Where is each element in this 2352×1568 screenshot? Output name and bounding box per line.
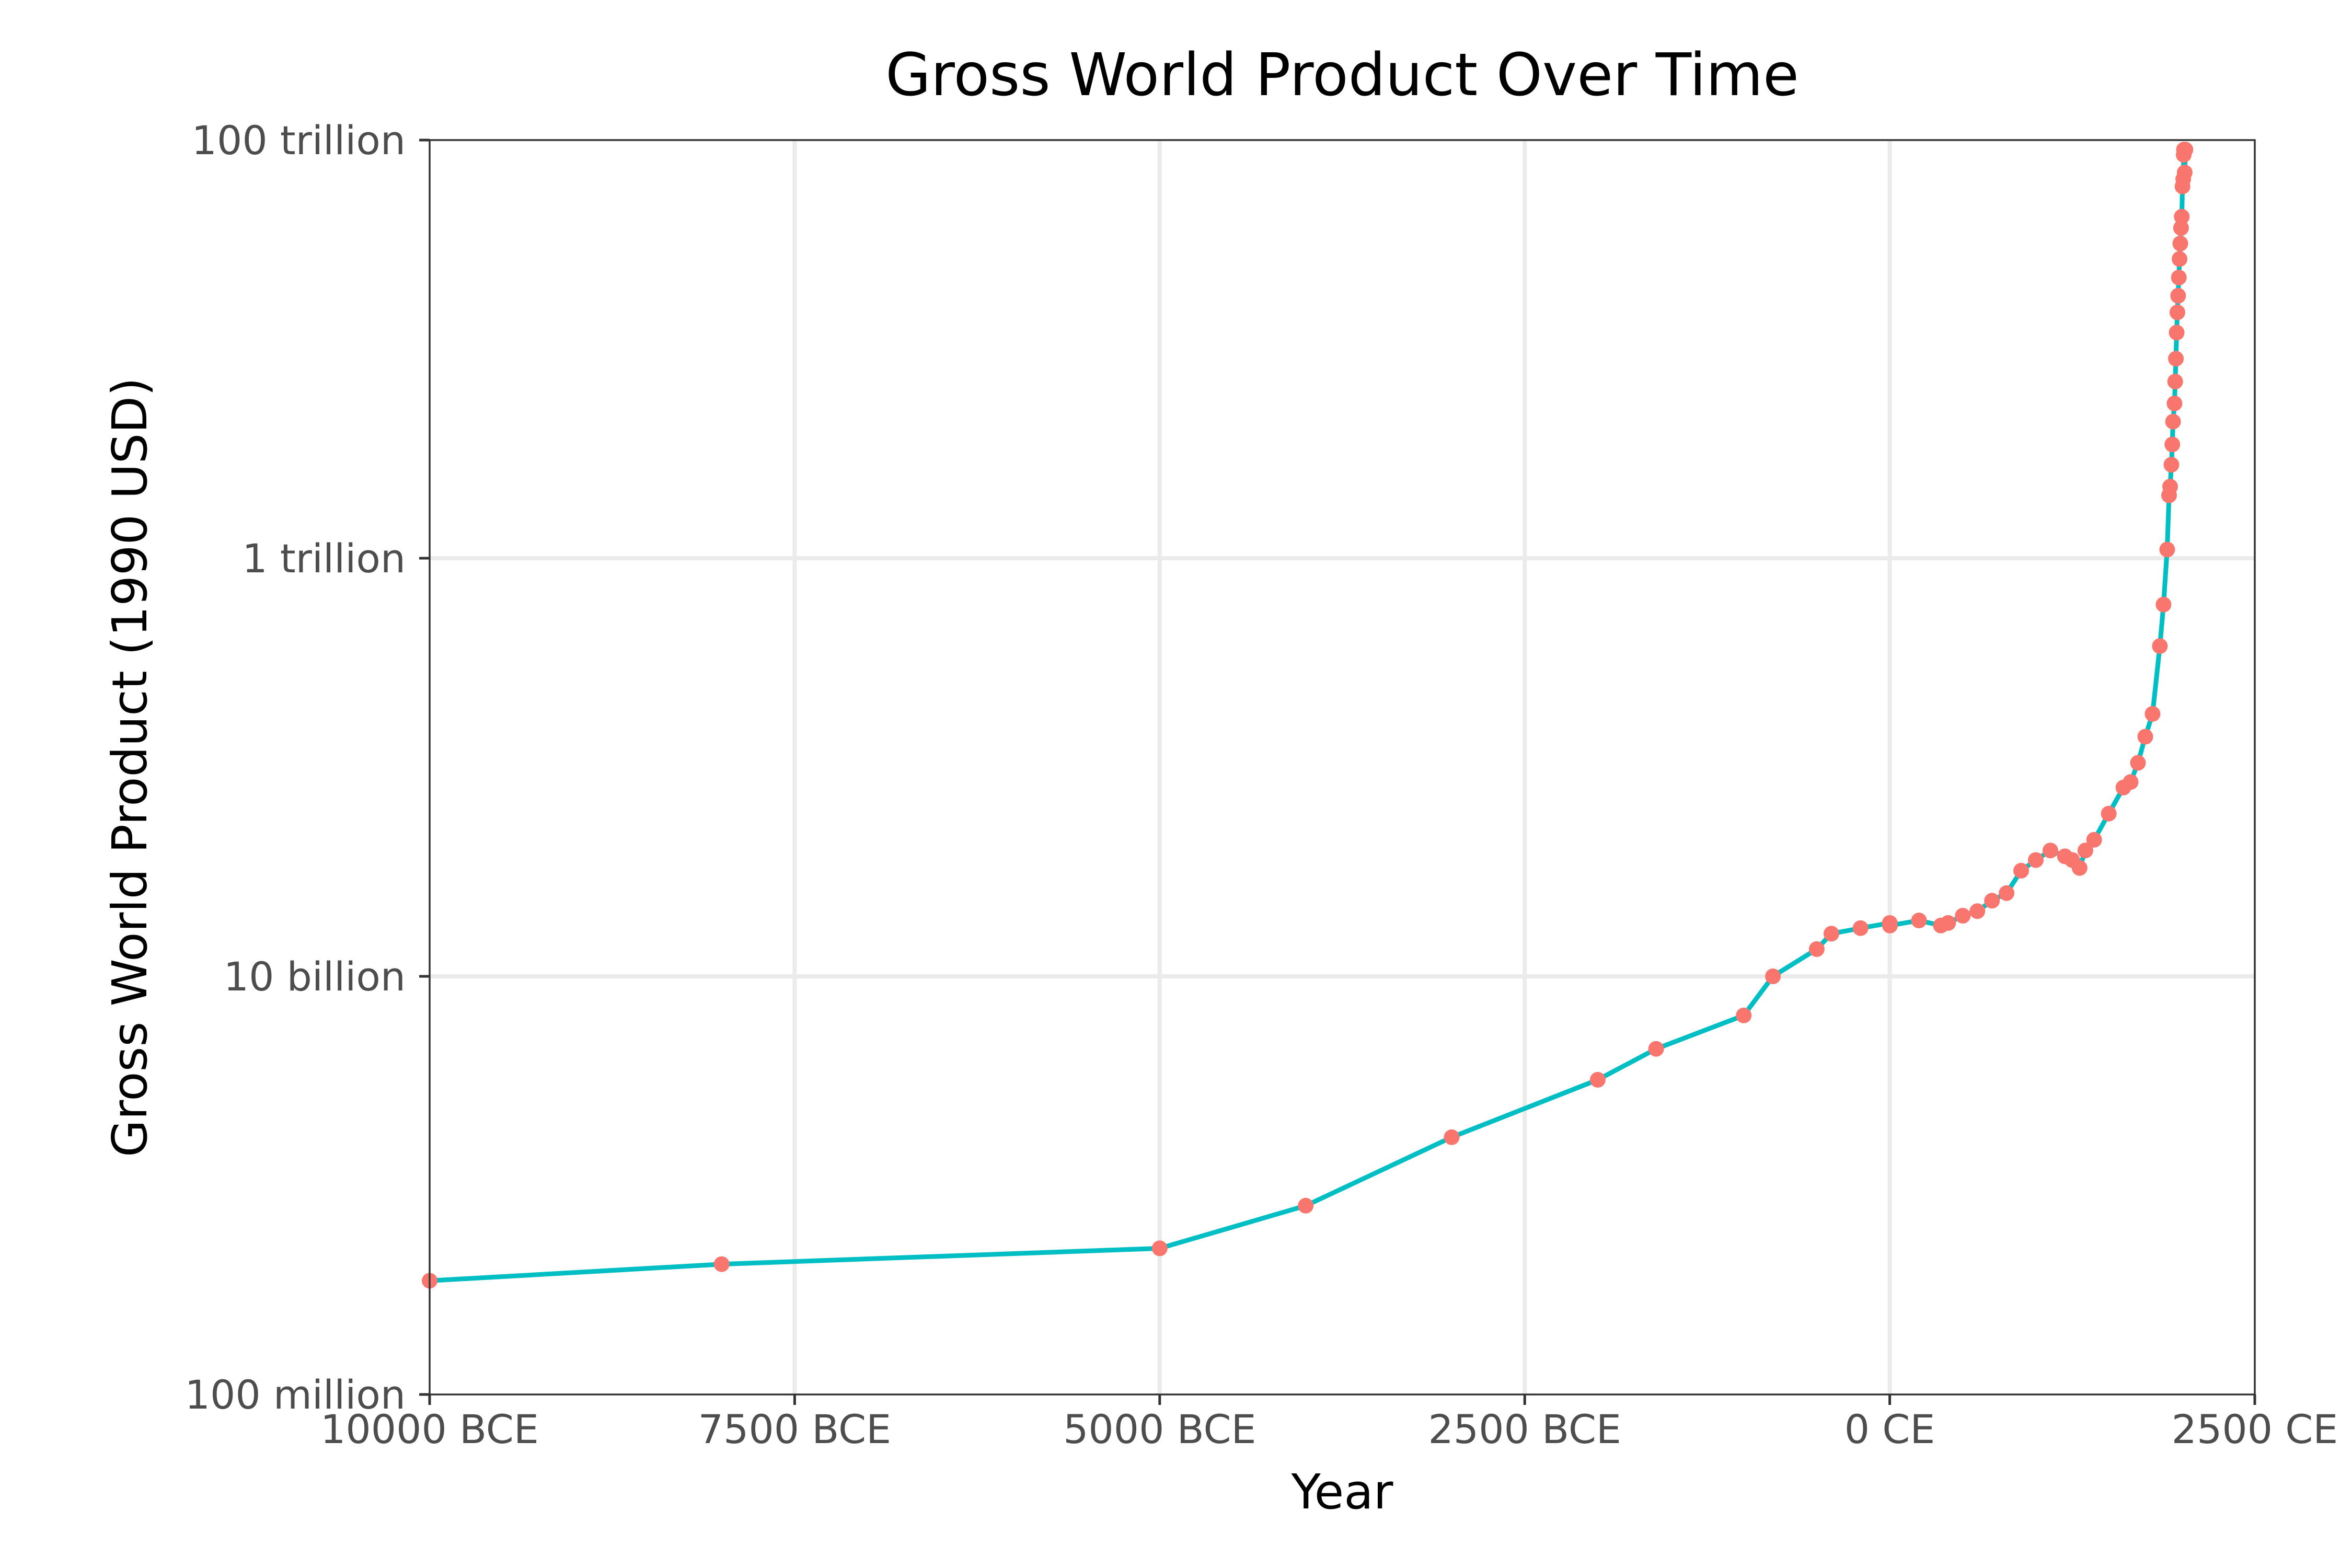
data-point: [2145, 706, 2161, 722]
data-point: [2159, 541, 2175, 558]
x-tick-label: 7500 BCE: [698, 1406, 891, 1452]
y-tick-label: 100 million: [185, 1371, 406, 1418]
data-points: [422, 142, 2194, 1289]
data-point: [1589, 1071, 1606, 1088]
data-point: [2172, 235, 2188, 251]
data-point: [2167, 374, 2183, 389]
x-tick-label: 2500 BCE: [1428, 1406, 1621, 1452]
data-point: [2169, 325, 2185, 341]
data-point: [1955, 908, 1971, 924]
data-point: [2077, 843, 2093, 859]
data-point: [2170, 287, 2186, 304]
data-point: [2163, 457, 2180, 473]
x-tick-label: 5000 BCE: [1063, 1406, 1256, 1452]
y-tick-label: 10 billion: [224, 953, 406, 1000]
x-tick-label: 0 CE: [1844, 1406, 1935, 1452]
x-tick-label: 2500 CE: [2172, 1406, 2338, 1452]
data-point: [1940, 915, 1956, 931]
data-point: [2123, 774, 2139, 790]
data-point: [2165, 413, 2181, 430]
data-point: [2176, 165, 2193, 180]
y-axis-ticks: 100 million 10 billion 1 trillion 100 trill…: [185, 117, 430, 1418]
y-axis-title: Gross World Product (1990 USD): [102, 377, 158, 1157]
data-point: [1151, 1240, 1168, 1256]
data-point: [1823, 926, 1839, 942]
x-axis-ticks: 10000 BCE 7500 BCE 5000 BCE 2500 BCE 0 CE 250…: [320, 1394, 2338, 1452]
data-point: [1444, 1129, 1460, 1145]
x-tick-label: 10000 BCE: [320, 1406, 539, 1452]
data-point: [2137, 729, 2153, 745]
data-point: [2164, 436, 2181, 453]
chart-title: Gross World Product Over Time: [885, 41, 1799, 109]
data-point: [1882, 917, 1898, 933]
data-point: [2166, 395, 2183, 411]
data-point: [713, 1256, 730, 1272]
x-axis-title: Year: [1291, 1464, 1393, 1520]
y-tick-label: 100 trillion: [192, 117, 406, 164]
data-point: [2152, 638, 2168, 654]
data-point: [1911, 913, 1927, 929]
data-point: [2042, 843, 2058, 859]
data-point: [1984, 893, 2000, 909]
data-point: [2028, 852, 2044, 868]
data-point: [1969, 903, 1986, 919]
grid-lines: [430, 140, 2255, 1394]
data-point: [1648, 1041, 1664, 1057]
data-point: [2101, 805, 2117, 822]
data-point: [2086, 832, 2102, 848]
data-point: [2174, 209, 2190, 225]
data-point: [2173, 220, 2189, 236]
y-tick-label: 1 trillion: [242, 535, 406, 582]
data-point: [2177, 142, 2194, 158]
data-point: [2071, 860, 2088, 876]
data-point: [1765, 969, 1781, 984]
data-point: [2155, 596, 2172, 613]
data-point: [2171, 270, 2187, 285]
data-point: [2168, 351, 2184, 367]
data-point: [2172, 251, 2188, 267]
plot-panel-border: [429, 139, 2256, 1396]
data-point: [2013, 862, 2029, 879]
data-point: [2162, 479, 2178, 494]
data-point: [1808, 941, 1825, 957]
data-point: [1298, 1197, 1314, 1214]
data-point: [2169, 304, 2185, 320]
data-point: [1852, 920, 1869, 936]
data-point: [1999, 885, 2015, 901]
data-point: [2130, 755, 2146, 771]
data-point: [1736, 1007, 1752, 1023]
